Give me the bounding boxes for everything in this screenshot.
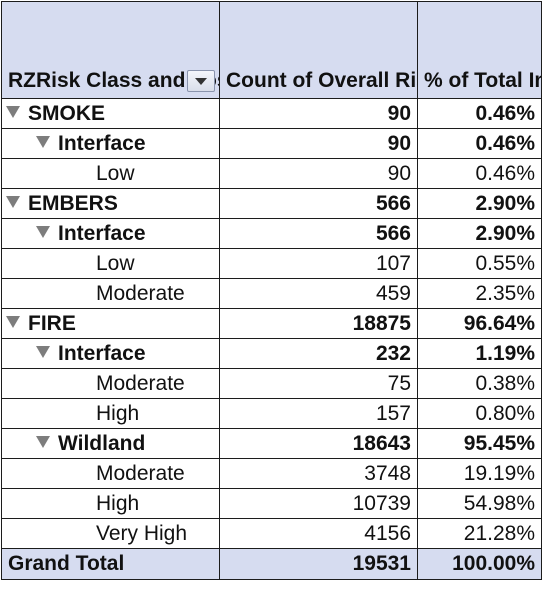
row-count: 90 (219, 128, 418, 159)
table-row-subgroup: Interface 90 0.46% (1, 128, 542, 159)
collapse-group-icon[interactable] (6, 316, 20, 329)
row-pct: 0.80% (417, 398, 542, 429)
row-pct: 1.19% (417, 338, 542, 369)
row-label: Interface (58, 342, 146, 365)
row-pct: 21.28% (417, 518, 542, 549)
row-pct: 0.55% (417, 248, 542, 279)
row-pct: 0.46% (417, 128, 542, 159)
row-count: 10739 (219, 488, 418, 519)
row-count: 566 (219, 218, 418, 249)
row-label: Very High (1, 518, 220, 549)
row-count: 18875 (219, 308, 418, 339)
row-count: 107 (219, 248, 418, 279)
row-count: 459 (219, 278, 418, 309)
grand-total-count: 19531 (219, 548, 418, 580)
row-pct: 19.19% (417, 458, 542, 489)
collapse-subgroup-icon[interactable] (36, 136, 50, 149)
table-row: Low 107 0.55% (1, 248, 542, 279)
row-label: Wildland (58, 432, 146, 455)
table-row-subgroup: Interface 566 2.90% (1, 218, 542, 249)
table-row: Low 90 0.46% (1, 158, 542, 189)
row-pct: 0.46% (417, 158, 542, 189)
row-label: EMBERS (28, 192, 118, 215)
table-row: High 10739 54.98% (1, 488, 542, 519)
table-row-subgroup: Wildland 18643 95.45% (1, 428, 542, 459)
row-label-cell: Interface (1, 338, 220, 369)
row-count: 3748 (219, 458, 418, 489)
row-label-cell: SMOKE (1, 98, 220, 129)
grand-total-pct: 100.00% (417, 548, 542, 580)
row-label: High (1, 488, 220, 519)
header-label-column: RZRisk Class and Loss Type (1, 1, 220, 99)
row-label: FIRE (28, 312, 76, 335)
row-label-cell: Wildland (1, 428, 220, 459)
table-row: Moderate 75 0.38% (1, 368, 542, 399)
grand-total-row: Grand Total 19531 100.00% (1, 548, 542, 580)
collapse-subgroup-icon[interactable] (36, 436, 50, 449)
row-label-cell: Interface (1, 218, 220, 249)
row-count: 90 (219, 98, 418, 129)
row-label: High (1, 398, 220, 429)
row-label: Moderate (1, 278, 220, 309)
header-label-text: RZRisk Class and Loss Type (8, 69, 219, 92)
row-pct: 95.45% (417, 428, 542, 459)
row-pct: 2.35% (417, 278, 542, 309)
collapse-subgroup-icon[interactable] (36, 346, 50, 359)
row-label: SMOKE (28, 102, 106, 125)
collapse-group-icon[interactable] (6, 106, 20, 119)
row-pct: 0.46% (417, 98, 542, 129)
row-count: 4156 (219, 518, 418, 549)
table-row-subgroup: Interface 232 1.19% (1, 338, 542, 369)
row-count: 90 (219, 158, 418, 189)
row-label: Moderate (1, 458, 220, 489)
row-pct: 96.64% (417, 308, 542, 339)
row-pct: 2.90% (417, 218, 542, 249)
pivot-table: RZRisk Class and Loss Type Count of Over… (1, 1, 542, 580)
table-row: Moderate 3748 19.19% (1, 458, 542, 489)
row-label: Interface (58, 132, 146, 155)
row-label: Low (1, 248, 220, 279)
table-row: Moderate 459 2.35% (1, 278, 542, 309)
collapse-group-icon[interactable] (6, 196, 20, 209)
grand-total-label: Grand Total (1, 548, 220, 580)
header-row: RZRisk Class and Loss Type Count of Over… (1, 1, 542, 99)
table-row-group: SMOKE 90 0.46% (1, 98, 542, 129)
row-count: 75 (219, 368, 418, 399)
collapse-subgroup-icon[interactable] (36, 226, 50, 239)
row-pct: 54.98% (417, 488, 542, 519)
row-count: 18643 (219, 428, 418, 459)
table-row: High 157 0.80% (1, 398, 542, 429)
chevron-down-icon (195, 78, 207, 85)
row-label: Low (1, 158, 220, 189)
header-count-column: Count of Overall Risk Classification (219, 1, 418, 99)
row-pct: 2.90% (417, 188, 542, 219)
row-count: 232 (219, 338, 418, 369)
table-row-group: EMBERS 566 2.90% (1, 188, 542, 219)
header-pct-column: % of Total Impacted Structures (417, 1, 542, 99)
row-count: 157 (219, 398, 418, 429)
row-count: 566 (219, 188, 418, 219)
row-label: Moderate (1, 368, 220, 399)
filter-dropdown-button[interactable] (187, 70, 215, 92)
row-label-cell: FIRE (1, 308, 220, 339)
row-label-cell: EMBERS (1, 188, 220, 219)
row-label: Interface (58, 222, 146, 245)
table-row: Very High 4156 21.28% (1, 518, 542, 549)
row-pct: 0.38% (417, 368, 542, 399)
table-row-group: FIRE 18875 96.64% (1, 308, 542, 339)
row-label-cell: Interface (1, 128, 220, 159)
